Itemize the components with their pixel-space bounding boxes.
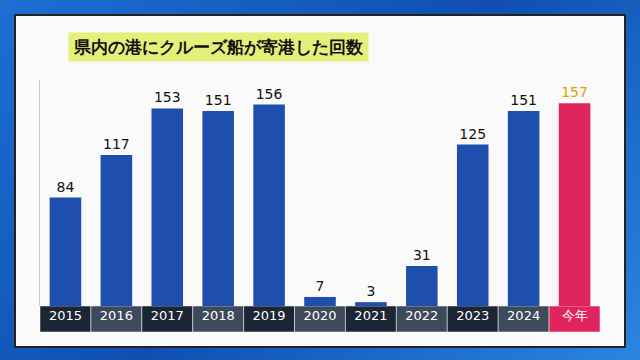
svg-text:156: 156 <box>256 86 283 102</box>
svg-text:151: 151 <box>510 92 537 108</box>
svg-text:2017: 2017 <box>151 308 184 323</box>
svg-text:2024: 2024 <box>507 308 540 323</box>
svg-text:3: 3 <box>366 283 375 299</box>
svg-text:2022: 2022 <box>405 308 438 323</box>
svg-text:2019: 2019 <box>253 308 286 323</box>
svg-text:2015: 2015 <box>49 308 82 323</box>
svg-text:今年: 今年 <box>562 308 588 323</box>
svg-text:31: 31 <box>413 247 431 263</box>
svg-text:125: 125 <box>459 126 486 142</box>
svg-text:7: 7 <box>316 278 325 294</box>
svg-text:84: 84 <box>57 179 75 195</box>
svg-text:県内の港にクルーズ船が寄港した回数: 県内の港にクルーズ船が寄港した回数 <box>73 37 364 57</box>
svg-text:151: 151 <box>205 92 232 108</box>
svg-text:2016: 2016 <box>100 308 133 323</box>
svg-text:117: 117 <box>103 136 130 152</box>
svg-text:157: 157 <box>561 84 588 100</box>
svg-text:2018: 2018 <box>202 308 235 323</box>
svg-text:153: 153 <box>154 89 181 105</box>
svg-text:2020: 2020 <box>303 308 336 323</box>
svg-text:2021: 2021 <box>354 308 387 323</box>
svg-text:2023: 2023 <box>456 308 489 323</box>
